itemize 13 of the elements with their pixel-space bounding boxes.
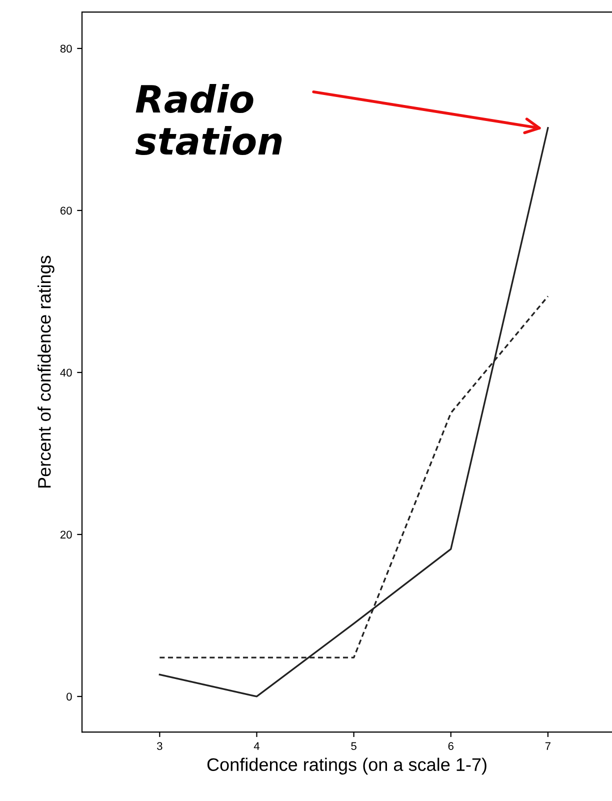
y-tick-label: 60 bbox=[60, 206, 72, 215]
y-tick-label: 0 bbox=[66, 692, 72, 701]
y-tick-label: 40 bbox=[60, 368, 72, 377]
x-tick-label: 6 bbox=[448, 742, 454, 750]
x-tick-label: 3 bbox=[156, 742, 162, 750]
x-tick-label: 4 bbox=[254, 742, 260, 750]
x-tick-label: 7 bbox=[545, 742, 550, 750]
y-axis-title: Percent of confidence ratings bbox=[38, 256, 54, 488]
x-tick-label: 5 bbox=[351, 742, 356, 750]
annotation: Radio station bbox=[135, 84, 282, 156]
y-tick-label: 20 bbox=[60, 530, 72, 539]
y-tick-label: 80 bbox=[60, 44, 72, 53]
x-axis-title: Confidence ratings (on a scale 1-7) bbox=[207, 758, 486, 775]
